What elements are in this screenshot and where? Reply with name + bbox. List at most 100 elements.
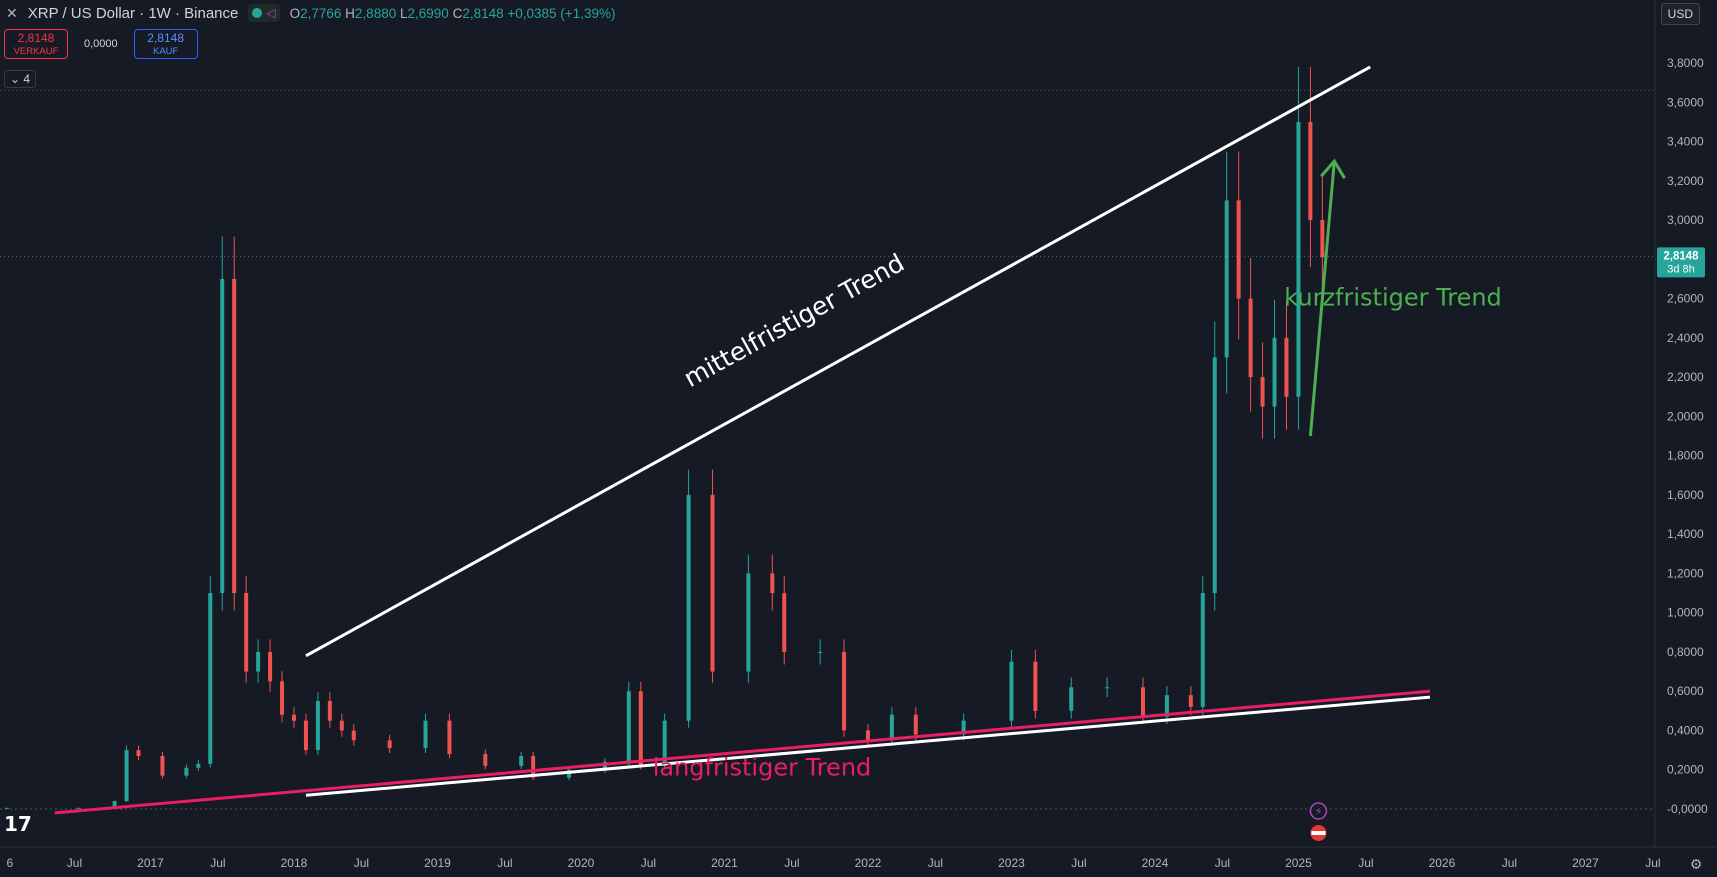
candle-body <box>1069 687 1074 711</box>
y-tick-label: 1,4000 <box>1667 527 1704 541</box>
x-tick-label: Jul <box>1215 856 1230 870</box>
candle-body <box>961 720 966 735</box>
candle-body <box>5 807 9 809</box>
grid <box>0 89 1655 810</box>
candle-body <box>483 754 488 766</box>
candle-body <box>865 730 870 741</box>
buy-button[interactable]: 2,8148 KAUF <box>133 29 198 59</box>
candle-body <box>160 755 165 776</box>
y-tick-label: 1,2000 <box>1667 566 1704 580</box>
countdown-label: 3d 8h <box>1667 263 1695 275</box>
mid-trend-label: mittelfristiger Trend <box>679 248 909 393</box>
x-tick-label: Jul <box>1358 856 1373 870</box>
trend-line <box>305 695 1431 797</box>
x-tick-label: 2019 <box>424 856 451 870</box>
candle-body <box>327 701 332 721</box>
candle-body <box>1248 298 1253 378</box>
x-tick-label: 2023 <box>998 856 1025 870</box>
candle-body <box>1236 200 1241 299</box>
candle-body <box>124 750 129 802</box>
candle-body <box>447 720 452 755</box>
candle-body <box>339 720 344 731</box>
candle-body <box>1164 695 1169 717</box>
candle-body <box>913 714 918 735</box>
candle-body <box>531 755 536 778</box>
candle-body <box>256 651 261 672</box>
candle-body <box>351 730 356 741</box>
candle-body <box>782 593 787 652</box>
candle-body <box>1260 377 1265 407</box>
candle-body <box>818 651 823 653</box>
candle-body <box>746 573 751 672</box>
y-tick-label: 1,0000 <box>1667 606 1704 620</box>
candle-body <box>112 801 117 808</box>
candle-body <box>686 494 691 721</box>
candle-body <box>196 763 201 768</box>
currency-selector[interactable]: USD <box>1660 3 1700 25</box>
chevron-down-icon: ⌄ <box>10 72 21 86</box>
candle-body <box>638 691 643 766</box>
candle-body <box>1308 121 1313 221</box>
candle-body <box>220 278 225 594</box>
candle-body <box>291 714 296 721</box>
x-tick-label: Jul <box>1502 856 1517 870</box>
spread-value: 0,0000 <box>84 38 118 50</box>
lightning-icon: ⚡ <box>1315 805 1323 818</box>
candle-body <box>889 714 894 741</box>
y-tick-label: 3,0000 <box>1667 213 1704 227</box>
candle-body <box>268 651 273 682</box>
candle-body <box>136 750 141 756</box>
candle-body <box>602 761 607 770</box>
y-tick-label: 3,6000 <box>1667 95 1704 109</box>
candle-body <box>1105 687 1110 689</box>
sell-button[interactable]: 2,8148 VERKAUF <box>4 29 68 59</box>
candle-body <box>1272 337 1277 407</box>
price-axis[interactable]: 3,80003,60003,40003,20003,00002,80002,60… <box>1654 0 1708 848</box>
tradingview-logo: 𝟭𝟳 <box>4 812 32 836</box>
candle-body <box>662 720 667 766</box>
y-tick-label: 2,4000 <box>1667 331 1704 345</box>
candle-body <box>232 278 237 594</box>
gear-icon: ⚙ <box>1690 857 1703 873</box>
y-tick-label: 3,4000 <box>1667 135 1704 149</box>
y-tick-label: 1,8000 <box>1667 449 1704 463</box>
status-badge[interactable]: ◁ <box>248 4 280 22</box>
trend-line <box>305 65 1371 658</box>
y-tick-label: 2,0000 <box>1667 409 1704 423</box>
candle-body <box>1188 695 1193 707</box>
y-tick-label: 0,4000 <box>1667 723 1704 737</box>
y-tick-label: 1,6000 <box>1667 488 1704 502</box>
candle-body <box>1284 337 1289 397</box>
x-tick-label: Jul <box>784 856 799 870</box>
x-tick-label: 2022 <box>855 856 882 870</box>
candle-body <box>303 720 308 751</box>
x-tick-label: Jul <box>210 856 225 870</box>
candle-body <box>519 755 524 766</box>
change-value: +0,0385 (+1,39%) <box>507 5 616 21</box>
close-icon[interactable]: ✕ <box>6 4 18 21</box>
candle-body <box>1033 661 1038 711</box>
candle-body <box>1296 121 1301 397</box>
x-tick-label: 2017 <box>137 856 164 870</box>
indicator-toggle[interactable]: ⌄ 4 <box>4 70 37 88</box>
candle-body <box>184 767 189 776</box>
candle-body <box>710 494 715 672</box>
symbol-title[interactable]: XRP / US Dollar · 1W · Binance <box>27 4 239 22</box>
last-price-tag <box>1657 247 1705 278</box>
candle-body <box>423 720 428 749</box>
x-tick-label: Jul <box>67 856 82 870</box>
y-tick-label: -0,0000 <box>1667 802 1708 816</box>
candle-body <box>387 740 392 749</box>
flag-stripe <box>1311 831 1326 835</box>
x-tick-label: 6 <box>7 856 14 870</box>
candle-body <box>626 691 631 762</box>
time-axis[interactable]: 6 Jul 2017 Jul 2018 Jul 2019 Jul 2020 Jul 2021 Jul 2… <box>0 846 1717 870</box>
x-tick-label: Jul <box>354 856 369 870</box>
candle-body <box>1200 593 1205 707</box>
x-tick-label: Jul <box>1645 856 1660 870</box>
trend-lines[interactable]: mittelfristiger Trend langfristiger Trend… <box>54 65 1502 815</box>
x-tick-label: 2020 <box>568 856 595 870</box>
y-tick-label: 2,2000 <box>1667 370 1704 384</box>
event-icon <box>1309 802 1328 820</box>
